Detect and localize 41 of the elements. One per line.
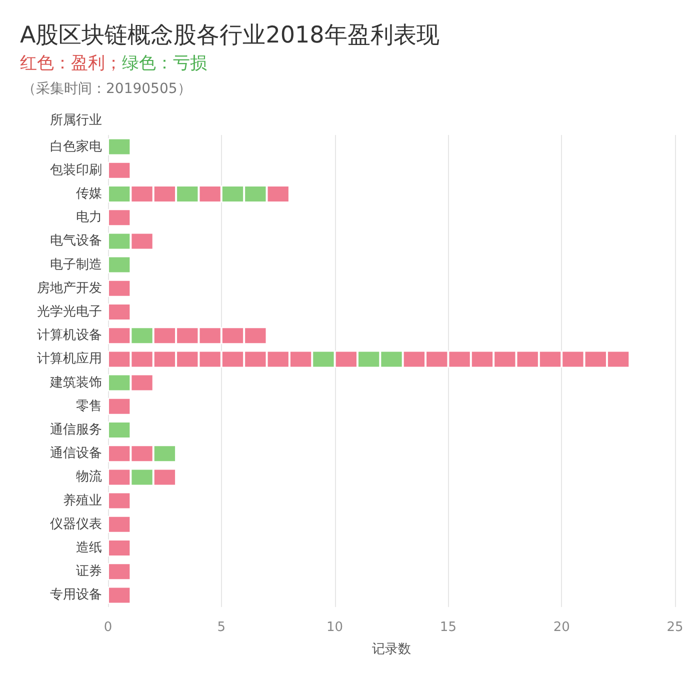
- bar: [108, 492, 131, 510]
- y-axis-title: 所属行业: [50, 113, 102, 128]
- x-axis-title: 记录数: [372, 642, 411, 657]
- y-tick-label: 白色家电: [50, 138, 102, 154]
- bar: [108, 540, 131, 556]
- y-tick-label: 包装印刷: [50, 162, 102, 178]
- y-tick-label: 通信服务: [50, 422, 102, 438]
- y-tick-label: 通信设备: [50, 446, 102, 462]
- bar: [108, 398, 131, 415]
- bar: [108, 586, 131, 604]
- bar: [108, 209, 131, 226]
- bar: [108, 563, 131, 580]
- y-tick-label: 电子制造: [50, 257, 102, 272]
- y-tick-label: 光学光电子: [37, 304, 102, 320]
- x-tick-label: 5: [217, 620, 226, 635]
- y-tick-label: 建筑装饰: [49, 375, 102, 390]
- x-tick-label: 15: [440, 620, 456, 635]
- y-tick-label: 养殖业: [63, 492, 102, 508]
- y-tick-label: 证券: [76, 564, 102, 580]
- y-tick-label: 计算机设备: [37, 328, 102, 344]
- y-tick-label: 零售: [76, 398, 102, 414]
- bar: [108, 516, 131, 533]
- chart-title: A股区块链概念股各行业2018年盈利表现: [20, 22, 440, 48]
- x-tick-label: 25: [666, 620, 684, 635]
- x-tick-label: 10: [326, 620, 344, 635]
- y-tick-label: 房地产开发: [37, 280, 102, 296]
- bar: [108, 304, 131, 320]
- x-tick-label: 0: [104, 620, 112, 635]
- y-tick-label: 电气设备: [50, 234, 102, 249]
- y-tick-label: 传媒: [76, 186, 102, 202]
- y-tick-label: 电力: [76, 210, 102, 226]
- y-tick-label: 物流: [76, 468, 102, 485]
- x-tick-label: 20: [553, 620, 570, 635]
- bar: [108, 162, 131, 179]
- y-tick-label: 仪器仪表: [50, 516, 102, 532]
- chart-subtitle: 红色：盈利；绿色：亏损: [20, 54, 207, 74]
- y-tick-label: 计算机应用: [37, 350, 102, 367]
- y-tick-label: 专用设备: [50, 588, 102, 603]
- text: （采集时间：20190505）: [22, 81, 192, 97]
- bar: [108, 280, 131, 297]
- y-tick-label: 造纸: [76, 540, 102, 556]
